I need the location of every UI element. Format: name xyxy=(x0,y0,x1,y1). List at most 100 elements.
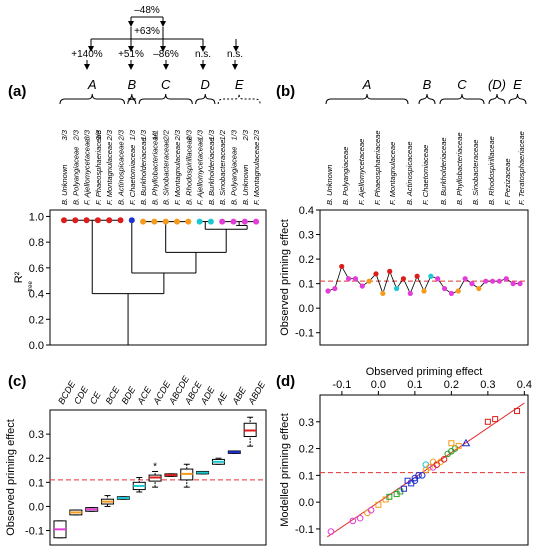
arrow-b2-head xyxy=(128,64,134,70)
panel-b: (b) A B C (D) E B. Unknown B. Polyangiaceae F. A… xyxy=(276,77,529,346)
category-label: CE xyxy=(88,389,103,406)
group-label: A xyxy=(362,77,372,92)
y-tick-label: 1.0 xyxy=(29,211,44,223)
brace-A xyxy=(325,93,409,105)
pct-label: +140% xyxy=(71,49,103,60)
family-label: F. Ajellomycetaceae xyxy=(196,139,205,205)
brace-B xyxy=(127,93,137,105)
y-tick-label: -0.1 xyxy=(25,526,44,538)
brace-E xyxy=(217,93,261,105)
group-label: E xyxy=(235,77,244,92)
family-label: F. Phaeosphaeriaceae xyxy=(94,130,103,205)
category-label: ACE xyxy=(135,384,154,407)
series-segment xyxy=(403,278,411,294)
panel-label: (c) xyxy=(8,373,26,390)
series-segment xyxy=(375,273,384,294)
series-segment xyxy=(416,276,425,292)
pct-label: n.s. xyxy=(195,49,211,60)
data-point xyxy=(448,440,455,447)
data-point xyxy=(352,276,359,282)
data-point xyxy=(415,472,422,479)
pct-label: n.s. xyxy=(227,49,243,60)
y-tick-label: 0.1 xyxy=(299,279,314,291)
y-tick-label: 0.4 xyxy=(299,205,314,217)
family-label: B. Burkholderiaceae xyxy=(207,137,216,205)
pct-label: +63% xyxy=(134,26,160,37)
y-tick-label: 0.2 xyxy=(299,444,314,456)
family-label: F. Pezizaceae xyxy=(503,158,512,205)
fraction-label: 2/3 xyxy=(184,129,193,141)
fraction-label: 1/3 xyxy=(139,129,148,140)
data-point xyxy=(484,418,491,425)
leaf-point xyxy=(117,217,124,224)
arrow-bc-c-head xyxy=(160,21,166,27)
category-label: ABDE xyxy=(246,379,268,407)
data-point xyxy=(373,271,379,277)
data-point xyxy=(426,464,433,471)
family-label: B. Sinobacteraceae xyxy=(218,140,227,205)
x-tick-label: -0.1 xyxy=(332,379,351,391)
panel-label: (b) xyxy=(276,83,295,100)
data-point xyxy=(411,477,419,485)
data-point xyxy=(400,276,407,282)
family-label: B. Sinobacteraceae xyxy=(162,140,171,205)
data-point xyxy=(448,290,455,297)
data-point xyxy=(386,493,393,500)
brace-D xyxy=(195,93,216,105)
group-label: B xyxy=(423,77,432,92)
family-label: B. Rhodospirillaceae xyxy=(487,136,496,205)
data-point xyxy=(441,285,448,292)
y-tick-label: 0.1 xyxy=(299,470,314,482)
y-tick-label: 0.2 xyxy=(29,314,44,326)
fraction-label: 2/3 xyxy=(117,129,126,141)
pct-label: –86% xyxy=(153,49,179,60)
category-label: ABE xyxy=(230,385,249,407)
top-annotations: –48% +63% +140% +51% –86% n.s. n.s. xyxy=(71,5,243,70)
brace-E xyxy=(508,93,527,105)
family-label: B. Polyangiaceae xyxy=(341,147,350,205)
category-label: AE xyxy=(214,390,230,407)
data-point xyxy=(483,278,489,284)
arrow-a2-head xyxy=(84,64,90,70)
y-tick-label: 0.6 xyxy=(29,263,44,275)
y-tick-label: 0.4 xyxy=(29,289,44,301)
family-label: B. Burkholderiaceae xyxy=(439,137,448,205)
data-point xyxy=(380,290,386,297)
plot-frame xyxy=(49,209,267,346)
category-label: BDE xyxy=(119,384,137,406)
category-label: BCE xyxy=(104,384,122,406)
data-point xyxy=(489,278,496,284)
data-point xyxy=(367,506,375,514)
family-label: B. Phyllobacteriaceae xyxy=(455,132,464,205)
group-label: A xyxy=(87,77,97,92)
leaf-point xyxy=(196,218,203,225)
data-point xyxy=(514,408,521,415)
leaf-point xyxy=(241,218,248,225)
y-axis-label: R² xyxy=(13,271,25,283)
data-point xyxy=(455,442,462,449)
data-point xyxy=(327,528,335,535)
leaf-point xyxy=(94,217,101,224)
family-label: B. Actinospicaceae xyxy=(117,141,126,205)
fraction-label: 1/1 xyxy=(150,130,159,140)
arrow-a-head xyxy=(88,46,94,52)
brace-A xyxy=(59,93,125,105)
brace-C xyxy=(439,93,485,105)
fraction-label: 1/3 xyxy=(128,129,137,140)
y-tick-label: 0.2 xyxy=(299,254,314,266)
leaf-point xyxy=(174,218,180,225)
family-label: F. Montagnulaceae xyxy=(252,142,261,205)
x-tick-label: 0.1 xyxy=(407,379,422,391)
panel-label: (d) xyxy=(276,373,295,390)
y-tick-label: 0.0 xyxy=(29,340,44,352)
y-axis-label: Observed priming effect xyxy=(279,219,291,336)
fraction-label: 2/3 xyxy=(105,129,114,141)
data-point xyxy=(375,501,382,508)
brace-(D) xyxy=(488,93,506,105)
data-point xyxy=(476,285,482,292)
data-point xyxy=(359,283,365,289)
leaf-point xyxy=(151,218,158,225)
family-label: F. Montagnulaceae xyxy=(105,142,114,205)
data-point xyxy=(387,268,393,274)
